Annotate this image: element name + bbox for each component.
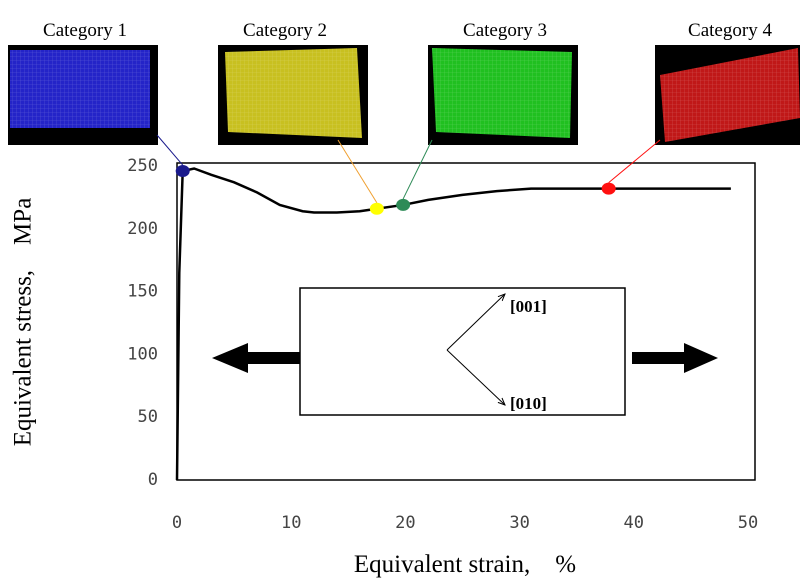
category-label: Category 3 bbox=[463, 20, 547, 41]
pointer bbox=[608, 139, 661, 183]
x-tick-label: 50 bbox=[738, 513, 758, 533]
annotation: [001] bbox=[510, 297, 547, 316]
direction-arrow bbox=[446, 349, 505, 405]
x-tick-label: 0 bbox=[172, 513, 182, 533]
pointer bbox=[337, 139, 378, 203]
x-tick-label: 30 bbox=[509, 513, 529, 533]
x-tick-label: 10 bbox=[281, 513, 301, 533]
pointer bbox=[402, 139, 433, 200]
annotation: [010] bbox=[510, 394, 547, 413]
y-tick-label: 50 bbox=[138, 407, 158, 427]
x-tick-label: 40 bbox=[624, 513, 644, 533]
load-arrow-right bbox=[632, 343, 718, 373]
thumbnail-mesh bbox=[10, 50, 150, 128]
thumbnail-mesh bbox=[225, 48, 362, 138]
category-label: Category 2 bbox=[243, 20, 327, 41]
inset-box bbox=[299, 287, 626, 416]
plot-frame bbox=[176, 162, 756, 481]
y-tick-label: 200 bbox=[127, 219, 158, 239]
load-arrow-left bbox=[212, 343, 300, 373]
curve bbox=[175, 167, 731, 481]
x-axis-label: Equivalent strain, % bbox=[354, 551, 576, 578]
y-tick-label: 150 bbox=[127, 282, 158, 302]
thumbnail-mesh bbox=[432, 48, 572, 138]
marker bbox=[601, 182, 616, 195]
y-axis-label: Equivalent stress, MPa bbox=[10, 198, 37, 447]
pointer bbox=[156, 134, 184, 166]
marker bbox=[175, 165, 190, 178]
x-tick-label: 20 bbox=[395, 513, 415, 533]
category-label: Category 1 bbox=[43, 20, 127, 41]
y-tick-label: 0 bbox=[148, 470, 158, 490]
y-tick-label: 100 bbox=[127, 344, 158, 364]
direction-arrow bbox=[446, 294, 505, 351]
thumbnail-mesh bbox=[660, 48, 800, 142]
category-label: Category 4 bbox=[688, 20, 772, 41]
marker bbox=[396, 198, 411, 211]
marker bbox=[369, 202, 384, 215]
y-tick-label: 250 bbox=[127, 156, 158, 176]
